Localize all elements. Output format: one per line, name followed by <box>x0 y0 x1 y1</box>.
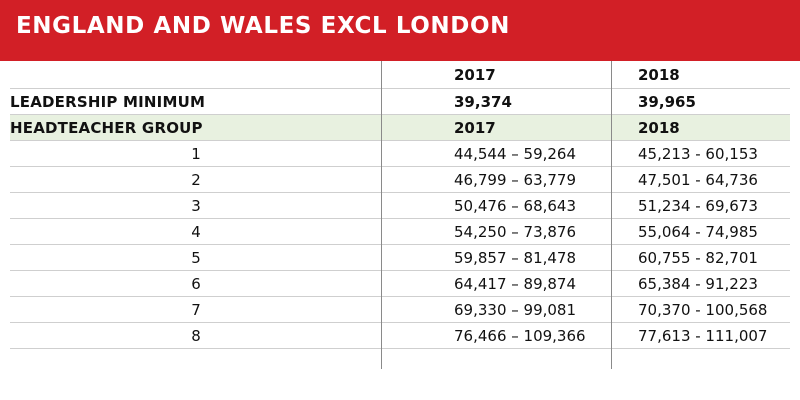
group-number: 8 <box>191 326 201 345</box>
range-2018: 60,755 - 82,701 <box>638 248 758 267</box>
range-2018: 70,370 - 100,568 <box>638 300 768 319</box>
table-row: 7 69,330 – 99,081 70,370 - 100,568 <box>10 297 790 323</box>
table-row: 2 46,799 – 63,779 47,501 - 64,736 <box>10 167 790 193</box>
range-2017: 54,250 – 73,876 <box>454 222 577 241</box>
group-number: 4 <box>191 222 201 241</box>
table-row: 3 50,476 – 68,643 51,234 - 69,673 <box>10 193 790 219</box>
range-2018: 45,213 - 60,153 <box>638 144 758 163</box>
group-header-label: HEADTEACHER GROUP <box>10 118 203 137</box>
group-number: 3 <box>191 196 201 215</box>
range-2017: 50,476 – 68,643 <box>454 196 577 215</box>
group-number: 1 <box>191 144 201 163</box>
range-2017: 46,799 – 63,779 <box>454 170 577 189</box>
column-divider <box>611 61 612 369</box>
range-2018: 55,064 - 74,985 <box>638 222 758 241</box>
range-2018: 51,234 - 69,673 <box>638 196 758 215</box>
table-row: 5 59,857 – 81,478 60,755 - 82,701 <box>10 245 790 271</box>
group-number: 6 <box>191 274 201 293</box>
table-row: 6 64,417 – 89,874 65,384 - 91,223 <box>10 271 790 297</box>
range-2017: 64,417 – 89,874 <box>454 274 577 293</box>
group-number: 2 <box>191 170 201 189</box>
group-number: 7 <box>191 300 201 319</box>
header-2017: 2017 <box>454 65 496 84</box>
title-bar: ENGLAND AND WALES EXCL LONDON <box>0 0 800 61</box>
group-number: 5 <box>191 248 201 267</box>
range-2017: 69,330 – 99,081 <box>454 300 577 319</box>
leadership-label: LEADERSHIP MINIMUM <box>10 92 206 111</box>
group-header-row: HEADTEACHER GROUP 2017 2018 <box>10 115 790 141</box>
header-2018: 2018 <box>638 65 680 84</box>
leadership-2018: 39,965 <box>638 92 696 111</box>
table-title: ENGLAND AND WALES EXCL LONDON <box>16 13 510 39</box>
table-row: 4 54,250 – 73,876 55,064 - 74,985 <box>10 219 790 245</box>
range-2017: 59,857 – 81,478 <box>454 248 577 267</box>
year-header-row: 2017 2018 <box>10 61 790 89</box>
leadership-2017: 39,374 <box>454 92 512 111</box>
range-2018: 65,384 - 91,223 <box>638 274 758 293</box>
range-2018: 47,501 - 64,736 <box>638 170 758 189</box>
salary-table: 2017 2018 LEADERSHIP MINIMUM 39,374 39,9… <box>10 61 790 349</box>
group-header-2017: 2017 <box>454 118 496 137</box>
group-header-2018: 2018 <box>638 118 680 137</box>
range-2018: 77,613 - 111,007 <box>638 326 768 345</box>
table-row: 1 44,544 – 59,264 45,213 - 60,153 <box>10 141 790 167</box>
leadership-row: LEADERSHIP MINIMUM 39,374 39,965 <box>10 89 790 115</box>
range-2017: 44,544 – 59,264 <box>454 144 577 163</box>
range-2017: 76,466 – 109,366 <box>454 326 586 345</box>
column-divider <box>381 61 382 369</box>
table-row: 8 76,466 – 109,366 77,613 - 111,007 <box>10 323 790 349</box>
